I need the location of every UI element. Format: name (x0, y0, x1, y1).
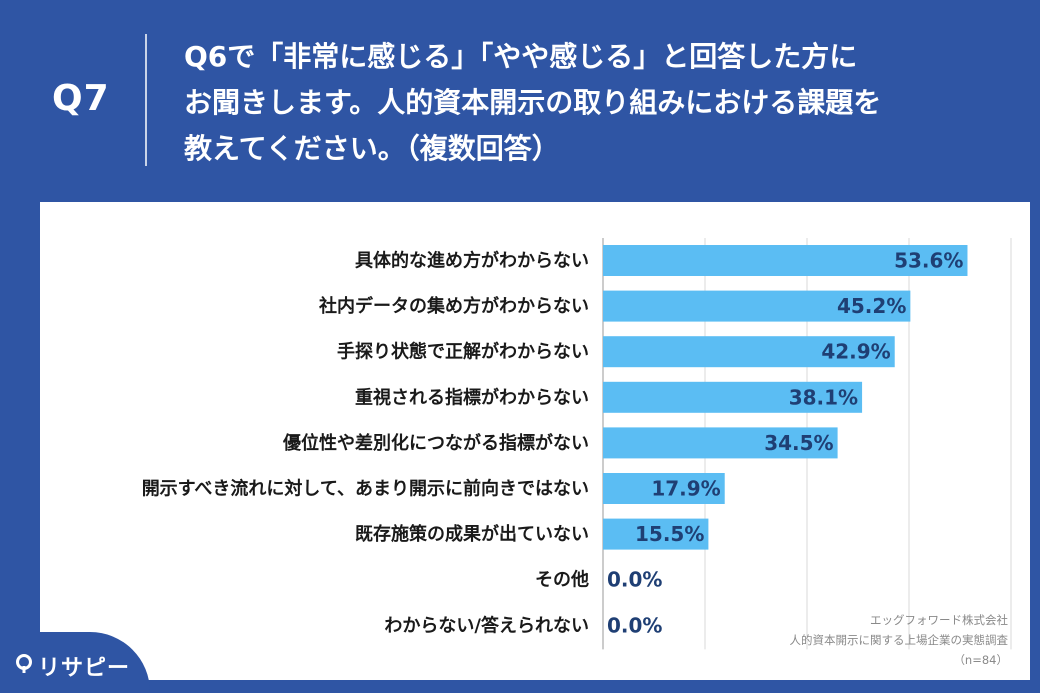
question-number: Q7 (52, 78, 110, 119)
bar (603, 381, 863, 413)
value-label: 17.9% (651, 477, 720, 501)
bar (603, 427, 838, 459)
category-label: わからない/答えられない (384, 614, 589, 636)
bar (603, 245, 968, 276)
question-line: お聞きします。人的資本開示の取り組みにおける課題を (184, 86, 882, 119)
logo-mark-icon (16, 654, 32, 673)
question-line: Q6で「非常に感じる」「やや感じる」と回答した方に (184, 40, 858, 73)
value-label: 42.9% (821, 340, 890, 364)
question-line: 教えてください。（複数回答） (184, 132, 560, 165)
logo-text: リサピー (38, 656, 131, 681)
category-label: 優位性や差別化につながる指標がない (282, 432, 589, 454)
value-label: 45.2% (837, 294, 906, 318)
bar-chart: 具体的な進め方がわからない 53.6% 社内データの集め方がわからない 45.2% 手探… (142, 238, 1012, 650)
value-label: 53.6% (894, 249, 963, 273)
source-sample: （n=84） (953, 653, 1008, 667)
bar (603, 336, 895, 368)
value-label: 34.5% (764, 431, 833, 455)
value-label: 0.0% (607, 568, 662, 592)
source-survey: 人的資本開示に関する上場企業の実態調査 (789, 633, 1009, 647)
category-label: 社内データの集め方がわからない (319, 295, 589, 317)
category-label: 開示すべき流れに対して、あまり開示に前向きではない (142, 478, 589, 500)
source-company: エッグフォワード株式会社 (870, 613, 1008, 627)
header: Q7 Q6で「非常に感じる」「やや感じる」と回答した方に お聞きします。人的資本… (0, 0, 1040, 200)
value-label: 15.5% (635, 522, 704, 546)
chart-panel: 具体的な進め方がわからない 53.6% 社内データの集め方がわからない 45.2% 手探… (40, 202, 1030, 680)
category-label: その他 (535, 569, 589, 591)
category-label: 手探り状態で正解がわからない (337, 341, 589, 363)
question-text: Q6で「非常に感じる」「やや感じる」と回答した方に お聞きします。人的資本開示の… (184, 34, 1004, 172)
bar (603, 473, 725, 504)
value-label: 38.1% (789, 385, 858, 409)
category-label: 具体的な進め方がわからない (355, 250, 589, 272)
bar (603, 290, 911, 322)
source-note: エッグフォワード株式会社 人的資本開示に関する上場企業の実態調査 （n=84） (790, 610, 1009, 670)
bar (603, 518, 709, 550)
header-divider (145, 34, 147, 166)
value-label: 0.0% (607, 613, 662, 637)
category-label: 重視される指標がわからない (355, 386, 589, 408)
category-label: 既存施策の成果が出ていない (355, 523, 589, 545)
